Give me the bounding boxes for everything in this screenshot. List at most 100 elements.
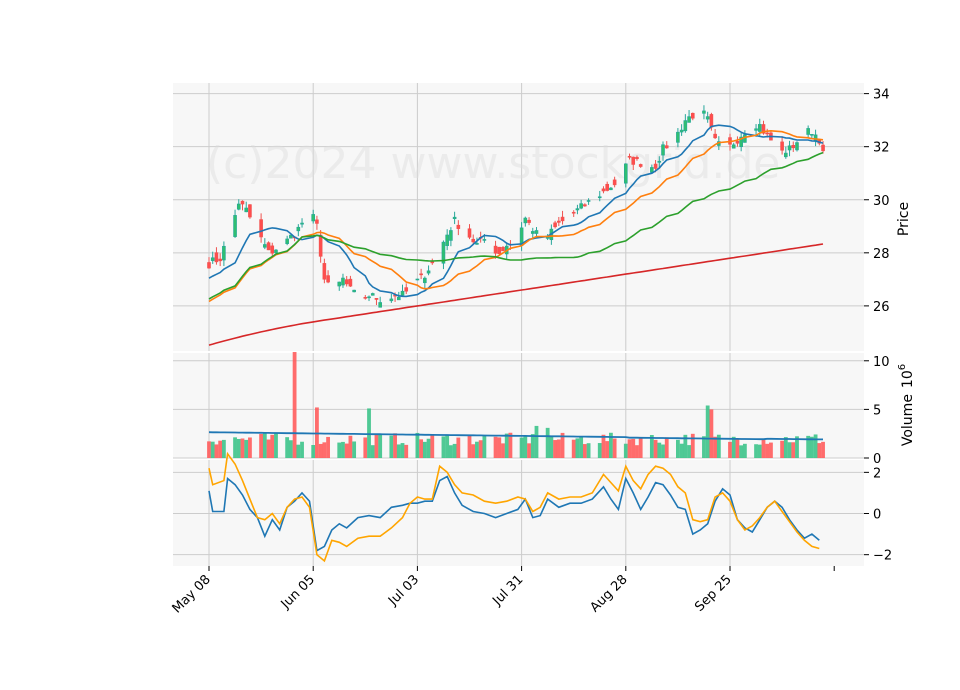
candle-body [322, 263, 327, 280]
volume-bar [311, 445, 316, 458]
candle [806, 125, 810, 138]
volume-bar [493, 436, 498, 458]
candle-body [426, 270, 431, 274]
candle-body [605, 183, 609, 191]
candle [404, 283, 409, 295]
candle-body [315, 219, 319, 224]
candle-body [583, 204, 587, 207]
candle [400, 284, 405, 297]
volume-ma-line [208, 431, 823, 441]
volume-bar [497, 437, 502, 458]
volume-bar [441, 436, 446, 458]
volume-bar [236, 438, 241, 458]
volume-bar [716, 434, 721, 458]
price-axis-label: Price [896, 202, 912, 236]
candle-body [657, 160, 662, 163]
candle [713, 129, 717, 140]
candle [705, 111, 710, 123]
volume-bar [523, 436, 528, 458]
candle-body [553, 222, 557, 228]
candle [389, 293, 394, 303]
volume-bar [274, 432, 278, 458]
price-tick-label-1: 28 [873, 247, 890, 262]
volume-bar [210, 441, 215, 458]
volume-bar [504, 433, 509, 458]
candle-body [289, 234, 293, 239]
volume-bar [452, 443, 457, 458]
candle-body [367, 296, 371, 299]
volume-bar [679, 443, 684, 458]
volume-bar [475, 441, 479, 458]
candle-body [456, 224, 461, 229]
candle [579, 199, 583, 210]
volume-bar [582, 444, 587, 458]
candle-body [623, 163, 628, 184]
candle [341, 273, 345, 288]
volume-bar [702, 436, 706, 458]
candle-body [653, 163, 658, 169]
candle-body [218, 258, 222, 262]
candle [791, 141, 796, 152]
volume-bar [761, 438, 766, 458]
candle [687, 110, 691, 123]
volume-bar [683, 434, 688, 458]
volume-bar [344, 443, 349, 458]
volume-bar [713, 436, 718, 458]
volume-bar [575, 438, 580, 458]
candle-body [679, 129, 684, 133]
candle-body [370, 293, 375, 296]
candle [530, 227, 535, 239]
candle [553, 220, 557, 229]
volume-bar [597, 443, 602, 458]
candle-body [363, 297, 368, 299]
volume-bar [467, 435, 472, 458]
candle-body [609, 187, 613, 191]
candle-body [761, 124, 766, 134]
volume-bar [705, 405, 710, 458]
price-axis: 26 28 30 32 34 [864, 88, 890, 315]
candle-body [430, 261, 435, 264]
volume-bar [501, 443, 505, 458]
candle-body [263, 244, 267, 248]
candle-body [445, 234, 449, 246]
volume-bar [318, 443, 323, 458]
volume-bar [627, 439, 632, 458]
candle-body [597, 196, 602, 199]
volume-bar [809, 436, 814, 458]
candle-body [795, 142, 799, 151]
candle-body [311, 214, 316, 222]
volume-bar [783, 437, 788, 458]
candle [583, 203, 587, 207]
candle-body [493, 245, 498, 254]
candle-body [467, 228, 472, 238]
candle [557, 216, 561, 227]
volume-bar [623, 443, 628, 458]
candle [222, 241, 226, 267]
candle-body [676, 131, 680, 143]
candle-body [810, 134, 814, 136]
candle-body [757, 124, 762, 132]
candle-body [579, 203, 583, 209]
volume-bar [664, 437, 669, 458]
candle-body [259, 219, 263, 238]
candle-body [534, 230, 539, 234]
candle-body [683, 120, 688, 132]
volume-bar [690, 433, 695, 458]
candle-body [240, 200, 245, 205]
volume-bar [661, 444, 665, 458]
candle-body [441, 241, 446, 264]
candle [445, 229, 449, 251]
candle-body [735, 140, 740, 144]
candle [374, 298, 379, 306]
candle [426, 265, 431, 276]
candle [315, 215, 319, 230]
volume-bar [374, 434, 379, 458]
osc-tick-label-0: −2 [873, 549, 892, 564]
candle-body [690, 112, 695, 119]
volume-bar [601, 434, 606, 458]
candle [289, 234, 293, 239]
candle [623, 163, 628, 188]
candle-body [378, 302, 382, 308]
volume-bar [731, 436, 736, 458]
